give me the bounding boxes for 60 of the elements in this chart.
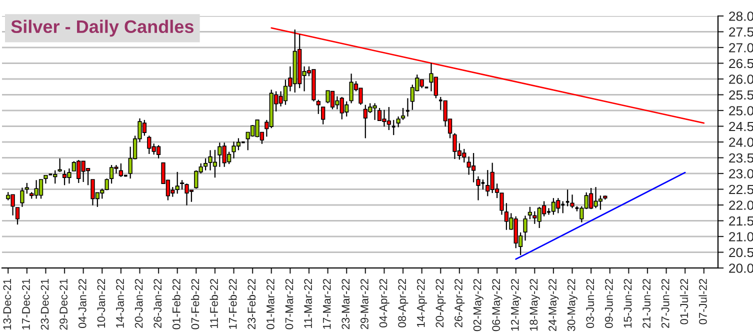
candlestick <box>156 144 161 159</box>
candlestick <box>118 162 124 178</box>
chart-title: Silver - Daily Candles <box>11 20 194 37</box>
x-tick-label: 01-Feb-22 <box>172 278 180 330</box>
x-tick-label: 06-May-22 <box>492 278 502 332</box>
x-tick-label: 20-Jan-22 <box>134 278 143 328</box>
x-tick-label: 07-Mar-22 <box>285 278 294 330</box>
candlestick <box>58 158 62 172</box>
x-tick-label: 23-Feb-22 <box>247 278 256 330</box>
x-tick-label: 20-Apr-22 <box>436 278 446 328</box>
x-tick-label: 07-Jul-22 <box>698 278 707 324</box>
x-tick-label: 29-Mar-22 <box>360 278 368 330</box>
x-tick-label: 01-Jul-22 <box>680 278 688 324</box>
x-tick-label: 14-Jan-22 <box>116 278 124 328</box>
x-tick-label: 23-Mar-22 <box>342 278 350 330</box>
candlestick <box>180 180 184 190</box>
x-tick-label: 17-Mar-22 <box>322 278 331 329</box>
x-tick-label: 26-Apr-22 <box>454 278 465 328</box>
candlestick <box>400 107 406 121</box>
candlestick <box>476 176 480 201</box>
x-tick-label: 02-May-22 <box>473 278 484 332</box>
x-tick-label: 08-Apr-22 <box>398 278 408 328</box>
x-tick-label: 21-Jun-22 <box>642 278 650 328</box>
x-tick-label: 04-Jan-22 <box>78 278 86 328</box>
candlestick <box>523 215 528 242</box>
x-tick-label: 17-Dec-21 <box>22 278 30 330</box>
x-tick-label: 09-Jun-22 <box>604 278 613 328</box>
candlestick <box>204 158 208 171</box>
x-tick-label: 24-May-22 <box>548 278 559 331</box>
candlestick <box>471 152 476 183</box>
x-tick-label: 13-Dec-21 <box>3 278 12 330</box>
x-tick-label: 29-Dec-21 <box>60 278 68 330</box>
candlestick <box>504 202 509 230</box>
x-tick-label: 30-May-22 <box>567 278 578 332</box>
candlestick <box>53 170 58 184</box>
x-tick-label: 26-Jan-22 <box>154 278 162 328</box>
x-tick-label: 18-May-22 <box>530 278 540 331</box>
x-tick-label: 10-Jan-22 <box>97 278 106 328</box>
x-tick-label: 12-May-22 <box>510 278 522 331</box>
candlestick <box>38 178 44 200</box>
x-tick-label: 14-Apr-22 <box>416 278 427 327</box>
x-tick-label: 04-Apr-22 <box>379 278 390 328</box>
candlestick <box>20 187 24 208</box>
candlestick <box>570 194 574 209</box>
x-tick-label: 01-Mar-22 <box>266 278 274 330</box>
candlestick <box>551 198 556 216</box>
x-tick-label: 11-Feb-22 <box>210 278 218 328</box>
x-tick-label: 03-Jun-22 <box>586 278 594 328</box>
x-tick-label: 17-Feb-22 <box>228 278 237 329</box>
candlestick <box>175 171 180 194</box>
x-tick-label: 07-Feb-22 <box>190 278 200 330</box>
candlestick <box>528 206 532 220</box>
x-tick-label: 15-Jun-22 <box>624 278 632 328</box>
candlestick <box>15 206 20 226</box>
candlestick <box>396 116 400 128</box>
x-tick-label: 11-Mar-22 <box>304 278 312 328</box>
x-tick-label: 23-Dec-21 <box>40 278 49 330</box>
candlestick <box>321 106 326 125</box>
x-tick-label: 27-Jun-22 <box>661 278 670 328</box>
candlestick <box>316 99 320 115</box>
